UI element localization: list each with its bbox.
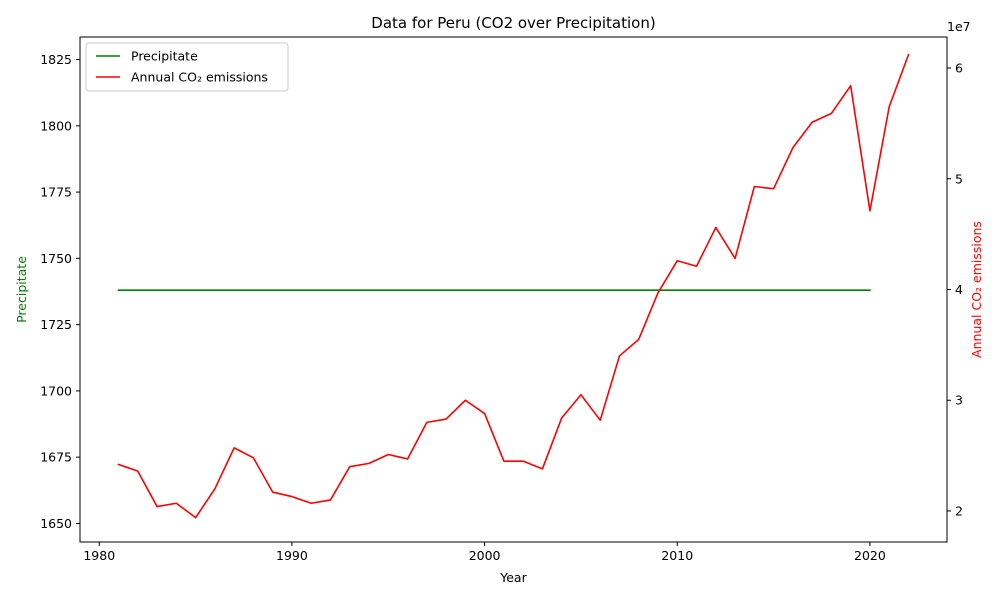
legend-label-co2: Annual CO₂ emissions xyxy=(131,70,268,85)
x-tick-label: 2020 xyxy=(854,548,886,563)
plot-layer xyxy=(117,53,910,519)
x-tick-label: 2010 xyxy=(661,548,693,563)
x-axis: 1980 1990 2000 2010 2020 xyxy=(83,542,886,563)
x-tick-label: 1980 xyxy=(83,548,115,563)
chart-title: Data for Peru (CO2 over Precipitation) xyxy=(371,14,655,32)
y-left-tick-label: 1700 xyxy=(40,383,72,398)
legend-label-precipitate: Precipitate xyxy=(131,49,198,64)
y-right-tick-label: 5 xyxy=(955,171,963,186)
x-tick-label: 1990 xyxy=(276,548,308,563)
y-axis-left: 1650 1675 1700 1725 1750 1775 1800 1825 xyxy=(40,52,80,531)
y-right-tick-label: 2 xyxy=(955,503,963,518)
y-right-tick-label: 6 xyxy=(955,61,963,76)
y-left-tick-label: 1775 xyxy=(40,185,72,200)
y-left-tick-label: 1825 xyxy=(40,52,72,67)
y-left-tick-label: 1650 xyxy=(40,516,72,531)
y-right-tick-label: 4 xyxy=(955,282,963,297)
y-left-tick-label: 1750 xyxy=(40,251,72,266)
y-left-tick-label: 1675 xyxy=(40,450,72,465)
y-left-tick-label: 1725 xyxy=(40,317,72,332)
y-axis-right-label: Annual CO₂ emissions xyxy=(969,221,984,358)
series-line-co2 xyxy=(117,53,910,519)
y-axis-left-label: Precipitate xyxy=(14,256,29,323)
y-axis-right: 2 3 4 5 6 xyxy=(947,61,963,518)
x-tick-label: 2000 xyxy=(469,548,501,563)
y-right-tick-label: 3 xyxy=(955,393,963,408)
legend-box xyxy=(85,42,289,92)
y-left-tick-label: 1800 xyxy=(40,118,72,133)
x-axis-label: Year xyxy=(499,570,527,585)
legend: Precipitate Annual CO₂ emissions xyxy=(85,42,289,92)
y-axis-right-offset-label: 1e7 xyxy=(947,19,971,34)
